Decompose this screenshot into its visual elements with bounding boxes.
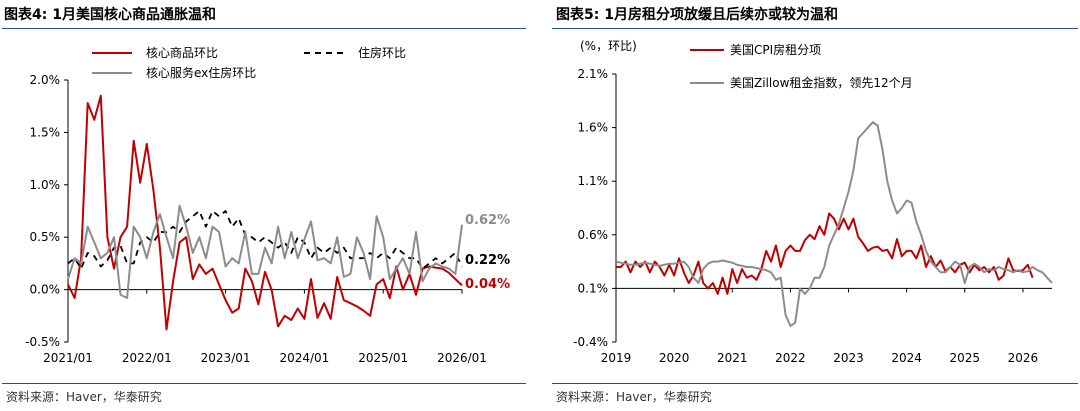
y-tick-label: 1.5% bbox=[30, 125, 61, 139]
y-tick-label: 1.6% bbox=[578, 121, 609, 135]
legend-label: 美国CPI房租分项 bbox=[730, 42, 821, 57]
left-source-note: 资料来源：Haver，华泰研究 bbox=[6, 390, 162, 404]
unit-label: (%，环比) bbox=[580, 39, 637, 53]
x-tick-label: 2026 bbox=[1008, 351, 1039, 365]
chart-1-group bbox=[64, 79, 463, 343]
x-tick-label: 2026/01 bbox=[437, 351, 487, 365]
left-bottom-rule bbox=[2, 383, 526, 384]
series-end-label: 0.04% bbox=[465, 277, 510, 292]
legend-label: 核心服务ex住房环比 bbox=[146, 65, 256, 80]
y-tick-label: 0.6% bbox=[578, 228, 609, 242]
x-tick-label: 2023 bbox=[833, 351, 864, 365]
legend-label: 核心商品环比 bbox=[146, 45, 218, 60]
x-tick-label: 2025 bbox=[950, 351, 981, 365]
y-tick-label: -0.5% bbox=[25, 335, 60, 349]
x-tick-label: 2020 bbox=[659, 351, 690, 365]
series-end-label: 0.22% bbox=[465, 253, 510, 268]
x-tick-label: 2025/01 bbox=[358, 351, 408, 365]
y-tick-label: -0.4% bbox=[573, 335, 608, 349]
series-line-1-1 bbox=[67, 94, 463, 331]
y-tick-label: 2.1% bbox=[578, 67, 609, 81]
series-end-label: 0.62% bbox=[465, 213, 510, 228]
series-line-2-1 bbox=[616, 212, 1034, 295]
chart-2-group bbox=[612, 73, 1053, 343]
right-panel-title: 图表5: 1月房租分项放缓且后续亦或较为温和 bbox=[556, 7, 838, 23]
legend-label: 住房环比 bbox=[358, 45, 406, 60]
series-line-1-3 bbox=[67, 204, 463, 299]
y-tick-label: 2.0% bbox=[30, 73, 61, 87]
y-tick-label: 0.1% bbox=[578, 281, 609, 295]
right-bottom-rule bbox=[552, 383, 1078, 384]
y-tick-label: 0.0% bbox=[30, 283, 61, 297]
left-title-rule bbox=[2, 28, 526, 29]
y-tick-label: 0.5% bbox=[30, 230, 61, 244]
y-tick-label: 1.0% bbox=[30, 178, 61, 192]
x-tick-label: 2021/01 bbox=[43, 351, 93, 365]
x-tick-label: 2022 bbox=[775, 351, 806, 365]
x-tick-label: 2024 bbox=[891, 351, 922, 365]
x-tick-label: 2021 bbox=[717, 351, 748, 365]
y-tick-label: 1.1% bbox=[578, 174, 609, 188]
x-tick-label: 2024/01 bbox=[279, 351, 329, 365]
right-title-rule bbox=[552, 28, 1078, 29]
series-line-1-2 bbox=[67, 210, 463, 270]
right-source-note: 资料来源：Haver，华泰研究 bbox=[556, 390, 712, 404]
x-tick-label: 2019 bbox=[601, 351, 632, 365]
x-tick-label: 2022/01 bbox=[122, 351, 172, 365]
left-panel-title: 图表4: 1月美国核心商品通胀温和 bbox=[4, 7, 216, 23]
legend-label: 美国Zillow租金指数，领先12个月 bbox=[730, 75, 913, 90]
x-tick-label: 2023/01 bbox=[201, 351, 251, 365]
series-line-2-2 bbox=[615, 121, 1053, 327]
